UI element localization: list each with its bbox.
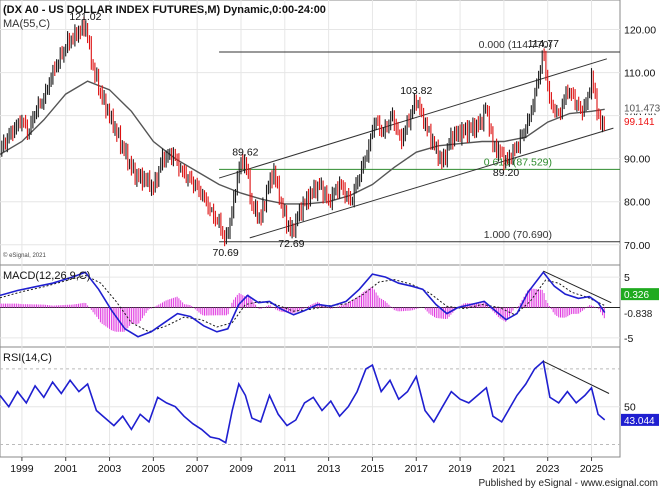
price-annotations: 121.02 89.62 70.69 72.69 103.82 114.77 89.20 [69,11,559,259]
price-panel [0,0,621,266]
fib-level-label: 1.000 (70.690) [484,229,552,241]
macd-tick-label: 5 [624,272,630,284]
x-tick-label: 2023 [536,463,560,475]
fib-levels: 0.000 (114.770) 0.618 (87.529) 1.000 (70.6… [219,39,620,243]
x-tick-label: 2009 [229,463,253,475]
price-tick-label: 120.00 [624,25,656,37]
price-tick-label: 80.00 [624,197,650,209]
x-tick-label: 2025 [580,463,604,475]
annotation-label: 103.82 [400,85,432,97]
x-tick-label: 2013 [317,463,341,475]
rsi-tick-label: 50 [624,402,636,414]
macd-last-value: 0.326 [624,290,649,301]
rsi-trendline [543,360,610,394]
x-tick-label: 2015 [361,463,385,475]
x-tick-label: 2019 [448,463,472,475]
annotation-label: 89.20 [493,167,519,179]
annotation-label: 121.02 [69,11,101,23]
annotation-label: 89.62 [232,146,258,158]
price-last-value-bg [621,115,659,128]
price-series-layer [1,16,605,247]
price-tick-label: 70.00 [624,240,650,252]
signal-last-value-bg [621,306,659,319]
x-axis: 1999 2001 2003 2005 2007 2009 2011 2013 2015 2017… [10,457,603,475]
rsi-last-value-bg [621,413,659,426]
price-last-value-bg [621,101,659,114]
chart-title: (DX A0 - US DOLLAR INDEX FUTURES,M) Dyna… [3,4,326,16]
x-tick-label: 2011 [274,463,297,475]
channel-line [249,127,614,239]
watermark: © eSignal, 2021 [3,252,46,259]
fib-level-label: 0.000 (114.770) [479,39,552,51]
rsi-panel [0,346,621,458]
x-tick-label: 2005 [142,463,166,475]
x-tick-label: 2003 [98,463,122,475]
x-tick-label: 2007 [185,463,209,475]
rsi-lines [0,359,610,444]
x-tick-label: 2017 [405,463,429,475]
fib-level-label: 0.618 (87.529) [484,156,552,168]
macd-trendline [543,270,612,304]
x-tick-label: 2001 [54,463,78,475]
macd-label: MACD(12,26,9,C) [3,270,90,282]
annotation-label: 114.77 [528,38,559,50]
price-last-value: 101.473 [624,104,661,115]
price-tick-label: 110.00 [624,68,655,80]
rsi-label: RSI(14,C) [3,352,52,364]
signal-line [0,274,605,333]
footer-text: Published by eSignal - www.esignal.com [478,478,658,489]
x-tick-label: 1999 [10,463,34,475]
ma-legend: MA(55,C) [3,18,50,30]
rsi-grid [0,368,620,446]
rsi-line [0,359,606,444]
price-tick-label: 90.00 [624,154,650,166]
rsi-last-value: 43.044 [624,416,655,427]
price-grid [0,0,620,457]
macd-last-value-bg [621,288,659,301]
signal-last-value: -0.838 [624,309,653,320]
annotation-label: 72.69 [278,238,304,250]
right-axis: 120.00110.00100.0090.0080.0070.005-55010… [621,25,661,427]
x-tick-label: 2021 [492,463,516,475]
macd-line [0,270,606,338]
annotation-label: 70.69 [213,247,239,259]
macd-tick-label: -5 [624,333,633,345]
price-last-value: 99.141 [624,117,655,128]
macd-lines [0,270,612,338]
